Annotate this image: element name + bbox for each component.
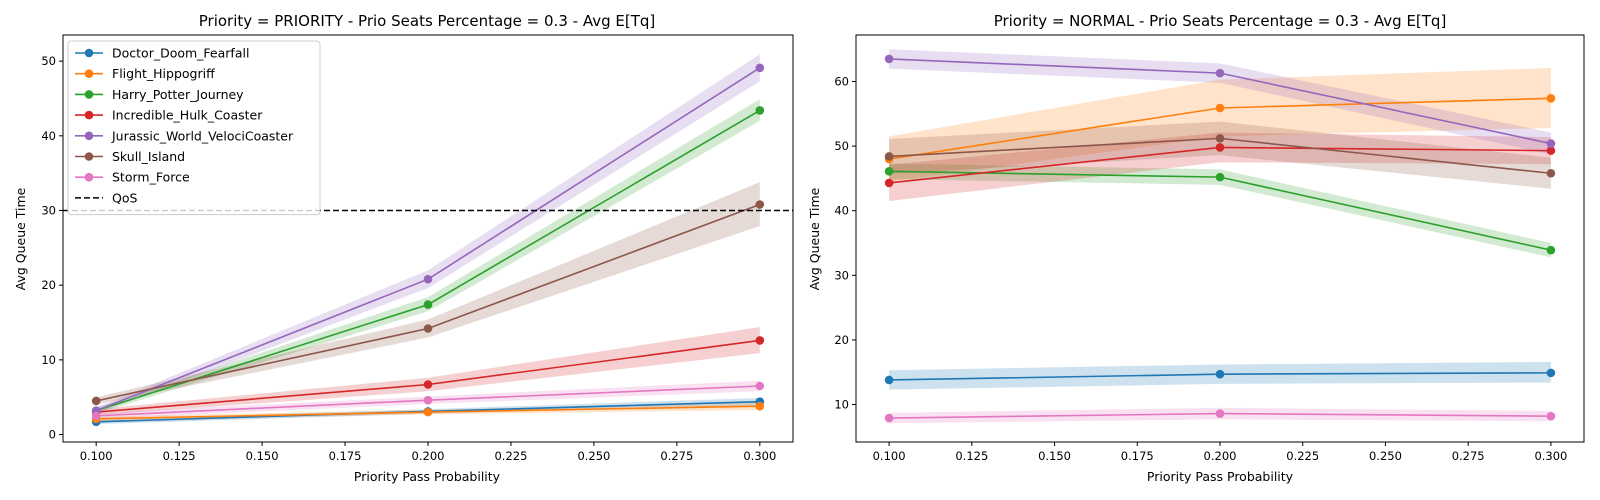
left-point-incredible-hulk-coaster [755, 336, 765, 345]
legend-label-flight-hippogriff: Flight_Hippogriff [112, 66, 215, 81]
right-x-tick-label: 0.125 [955, 449, 988, 463]
left-x-tick-label: 0.200 [412, 449, 445, 463]
right-band-skull-island [889, 121, 1551, 189]
legend-marker-storm-force [84, 172, 94, 182]
right-point-incredible-hulk-coaster [1215, 143, 1225, 152]
right-y-tick-label: 40 [834, 204, 849, 218]
left-point-harry-potter-journey [423, 300, 433, 309]
right-x-tick-label: 0.175 [1121, 449, 1154, 463]
left-y-tick-label: 20 [41, 278, 56, 292]
left-x-tick-label: 0.225 [494, 449, 527, 463]
right-point-skull-island [884, 152, 894, 161]
left-y-tick-label: 10 [41, 353, 56, 367]
right-y-tick-label: 50 [834, 139, 849, 153]
left-point-storm-force [91, 411, 101, 421]
legend-label-qos: QoS [112, 190, 137, 205]
left-point-incredible-hulk-coaster [423, 380, 433, 389]
right-point-doctor-doom-fearfall [1215, 369, 1225, 379]
right-point-storm-force [1546, 411, 1556, 421]
right-chart-title: Priority = NORMAL - Prio Seats Percentag… [994, 12, 1447, 30]
left-point-skull-island [423, 324, 433, 333]
legend-label-jurassic-world-velocicoaster: Jurassic_World_VelociCoaster [111, 128, 294, 143]
right-plot-frame [855, 34, 1585, 443]
left-x-tick-label: 0.175 [329, 449, 362, 463]
legend-label-doctor-doom-fearfall: Doctor_Doom_Fearfall [112, 46, 249, 61]
right-y-axis-label: Avg Queue Time [807, 187, 822, 290]
right-x-tick-label: 0.225 [1286, 449, 1319, 463]
right-point-harry-potter-journey [884, 167, 894, 176]
right-point-flight-hippogriff [1215, 103, 1225, 113]
left-band-skull-island [96, 182, 760, 405]
left-x-tick-label: 0.125 [163, 449, 196, 463]
left-x-tick-label: 0.100 [80, 449, 113, 463]
legend-marker-flight-hippogriff [84, 69, 94, 78]
right-x-tick-label: 0.200 [1204, 449, 1237, 463]
left-y-tick-label: 30 [41, 203, 56, 217]
left-point-flight-hippogriff [423, 407, 433, 417]
left-x-tick-label: 0.275 [660, 449, 693, 463]
legend-marker-skull-island [84, 152, 94, 161]
right-point-jurassic-world-velocicoaster [884, 54, 894, 64]
right-x-tick-label: 0.275 [1452, 449, 1485, 463]
right-band-jurassic-world-velocicoaster [889, 49, 1551, 155]
legend-label-incredible-hulk-coaster: Incredible_Hulk_Coaster [112, 108, 263, 123]
legend-box [67, 40, 321, 216]
left-point-skull-island [91, 396, 101, 406]
legend-marker-doctor-doom-fearfall [84, 48, 94, 58]
legend-label-harry-potter-journey: Harry_Potter_Journey [112, 87, 244, 102]
right-y-tick-label: 10 [834, 398, 849, 412]
left-point-storm-force [755, 381, 765, 391]
right-point-flight-hippogriff [1546, 94, 1556, 103]
right-point-skull-island [1546, 168, 1556, 178]
right-point-doctor-doom-fearfall [884, 375, 894, 385]
right-point-doctor-doom-fearfall [1546, 368, 1556, 378]
right-point-harry-potter-journey [1546, 245, 1556, 255]
left-point-skull-island [755, 200, 765, 209]
left-point-jurassic-world-velocicoaster [755, 63, 765, 73]
right-y-tick-label: 20 [834, 333, 849, 347]
right-x-axis-label: Priority Pass Probability [1147, 469, 1294, 484]
right-point-harry-potter-journey [1215, 172, 1225, 182]
left-x-axis-label: Priority Pass Probability [354, 469, 501, 484]
right-band-flight-hippogriff [889, 67, 1551, 182]
left-chart-legend: Doctor_Doom_Fearfall Flight_Hippogriff Har… [67, 40, 321, 216]
left-y-axis-label: Avg Queue Time [13, 187, 28, 290]
right-point-jurassic-world-velocicoaster [1546, 139, 1556, 148]
left-point-jurassic-world-velocicoaster [423, 274, 433, 284]
right-x-tick-label: 0.250 [1369, 449, 1402, 463]
left-y-tick-label: 0 [49, 428, 56, 442]
right-x-tick-label: 0.150 [1038, 449, 1071, 463]
left-chart-panel: Priority = PRIORITY - Prio Seats Percent… [13, 12, 794, 484]
left-x-tick-label: 0.150 [246, 449, 279, 463]
right-x-tick-label: 0.300 [1534, 449, 1567, 463]
right-point-skull-island [1215, 134, 1225, 143]
right-point-storm-force [1215, 409, 1225, 418]
right-x-tick-label: 0.100 [873, 449, 906, 463]
right-chart-panel: Priority = NORMAL - Prio Seats Percentag… [807, 12, 1585, 484]
left-y-tick-label: 50 [41, 54, 56, 68]
legend-label-skull-island: Skull_Island [112, 149, 185, 164]
left-point-harry-potter-journey [755, 106, 765, 115]
right-y-tick-label: 30 [834, 268, 849, 282]
left-chart-title: Priority = PRIORITY - Prio Seats Percent… [199, 12, 655, 30]
right-point-storm-force [884, 413, 894, 423]
left-point-flight-hippogriff [755, 401, 765, 411]
legend-marker-incredible-hulk-coaster [84, 110, 94, 120]
legend-marker-jurassic-world-velocicoaster [84, 131, 94, 141]
left-point-storm-force [423, 395, 433, 405]
left-x-tick-label: 0.250 [577, 449, 610, 463]
legend-marker-harry-potter-journey [84, 90, 94, 99]
right-point-jurassic-world-velocicoaster [1215, 68, 1225, 78]
right-y-tick-label: 60 [834, 75, 849, 89]
left-y-tick-label: 40 [41, 129, 56, 143]
legend-label-storm-force: Storm_Force [112, 170, 190, 185]
left-x-tick-label: 0.300 [743, 449, 776, 463]
left-plot-frame [62, 34, 794, 443]
right-point-incredible-hulk-coaster [884, 178, 894, 188]
right-point-incredible-hulk-coaster [1546, 146, 1556, 155]
